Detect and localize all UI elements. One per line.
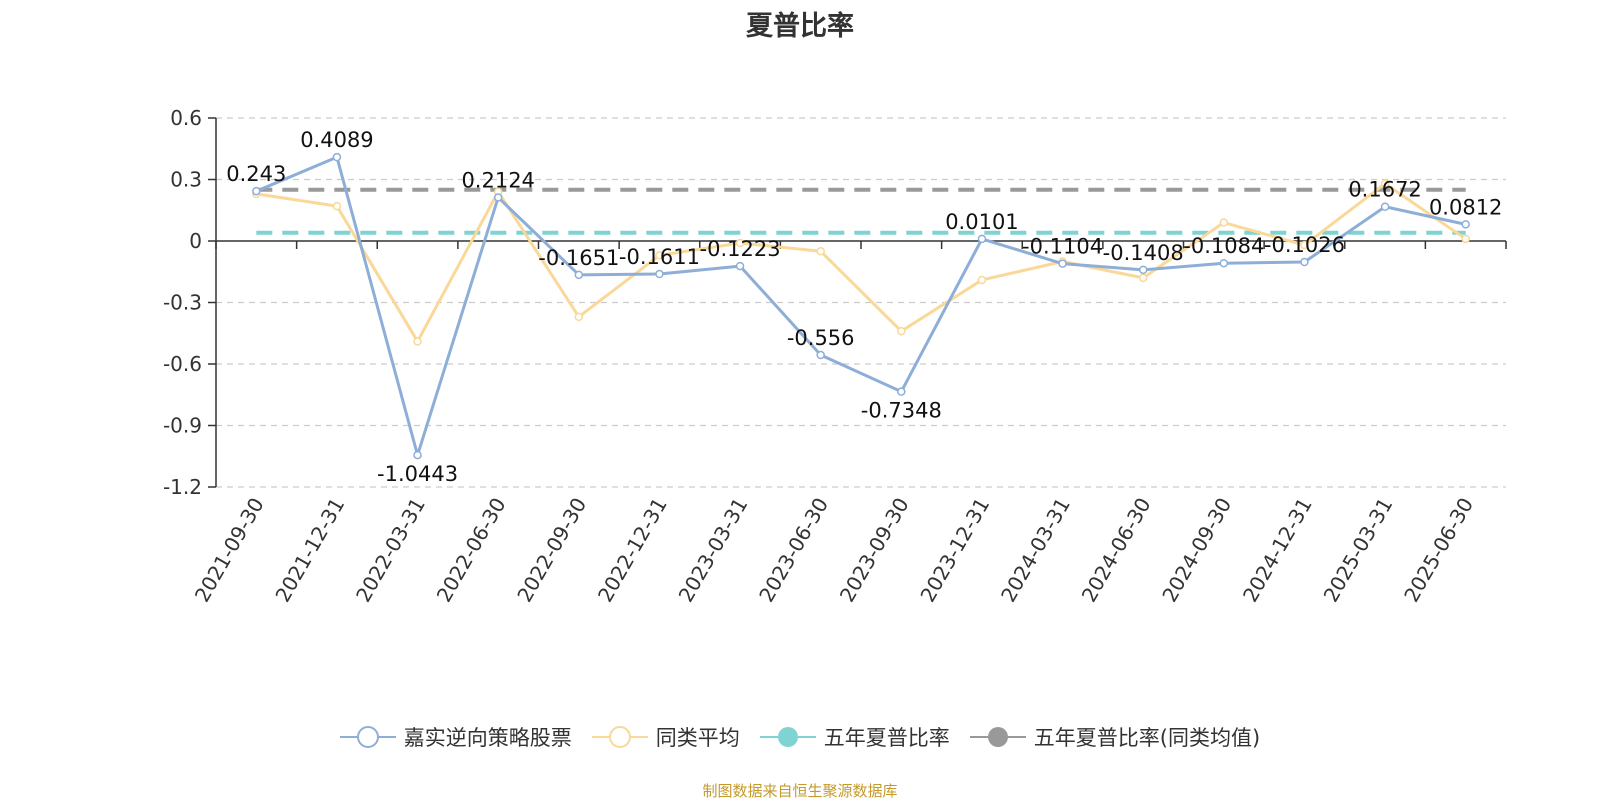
x-tick-label-1: 2021-12-31 xyxy=(270,494,349,607)
x-tick-label-6: 2023-03-31 xyxy=(673,494,752,607)
peer-average-point-15 xyxy=(1461,234,1470,244)
y-tick-label-1: 0.3 xyxy=(170,168,202,192)
x-tick-label-9: 2023-12-31 xyxy=(915,494,994,607)
x-tick-label-5: 2022-12-31 xyxy=(593,494,672,607)
fund-point-15 xyxy=(1461,220,1470,229)
x-tick-label-12: 2024-09-30 xyxy=(1157,494,1236,607)
peer-average-point-5 xyxy=(655,251,664,260)
x-tick-label-0: 2021-09-30 xyxy=(190,494,269,607)
x-tick-label-15: 2025-06-30 xyxy=(1399,494,1478,607)
x-tick-label-10: 2024-03-31 xyxy=(996,494,1075,607)
fund-point-13 xyxy=(1300,257,1309,267)
peer-average-point-8 xyxy=(897,326,906,336)
series-lines xyxy=(252,152,1470,460)
y-tick-label-0: 0.6 xyxy=(170,106,202,130)
peer-average-point-14 xyxy=(1380,179,1390,188)
data-label-10: -0.1104 xyxy=(1022,235,1103,259)
data-label-0: 0.243 xyxy=(226,162,286,186)
legend-item-five-year-sharpe-peer[interactable]: 五年夏普比率(同类均值) xyxy=(969,722,1261,752)
data-label-15: 0.0812 xyxy=(1429,195,1502,219)
fund-point-14 xyxy=(1380,202,1390,211)
x-tick-label-2: 2022-03-31 xyxy=(351,494,430,607)
data-label-8: -0.7348 xyxy=(861,399,942,423)
peer-average-point-4 xyxy=(574,312,584,322)
peer-average-line xyxy=(256,182,1467,343)
legend-label-fund: 嘉实逆向策略股票 xyxy=(403,726,572,750)
reference-lines xyxy=(256,187,1466,235)
x-tick-label-11: 2024-06-30 xyxy=(1077,494,1156,607)
legend-label-five-year-sharpe: 五年夏普比率 xyxy=(823,726,950,750)
y-tick-label-6: -1.2 xyxy=(163,475,202,499)
fund-point-1 xyxy=(332,152,342,162)
fund-point-6 xyxy=(735,261,745,271)
peer-average-point-13 xyxy=(1300,240,1309,250)
peer-average-point-11 xyxy=(1138,273,1148,283)
fund-point-12 xyxy=(1219,258,1229,268)
legend-marker-peer-average xyxy=(591,726,648,748)
peer-average-point-12 xyxy=(1219,218,1229,227)
source-note: 制图数据来自恒生聚源数据库 xyxy=(702,782,898,800)
fund-point-4 xyxy=(574,270,584,280)
x-tick-label-14: 2025-03-31 xyxy=(1318,494,1397,607)
data-label-4: -0.1651 xyxy=(538,246,619,270)
data-label-12: -0.1084 xyxy=(1183,234,1264,258)
data-label-11: -0.1408 xyxy=(1103,241,1184,265)
data-label-9: 0.0101 xyxy=(945,210,1018,234)
legend-item-five-year-sharpe[interactable]: 五年夏普比率 xyxy=(759,722,950,752)
fund-point-5 xyxy=(655,269,664,279)
fund-point-2 xyxy=(413,450,422,460)
peer-average-point-1 xyxy=(332,201,342,211)
y-tick-label-3: -0.3 xyxy=(163,291,202,315)
legend-item-peer-average[interactable]: 同类平均 xyxy=(591,722,740,752)
legend-item-fund[interactable]: 嘉实逆向策略股票 xyxy=(339,722,572,752)
fund-line xyxy=(255,155,1467,457)
data-label-14: 0.1672 xyxy=(1348,178,1421,202)
fund-point-3 xyxy=(493,193,503,202)
x-tick-label-4: 2022-09-30 xyxy=(512,494,591,607)
legend-marker-five-year-sharpe xyxy=(759,727,816,747)
fund-point-0 xyxy=(252,186,261,196)
peer-average-point-2 xyxy=(413,337,422,346)
data-label-1: 0.4089 xyxy=(300,128,373,152)
fund-point-9 xyxy=(977,234,987,244)
data-label-5: -0.1611 xyxy=(619,245,700,269)
data-label-13: -0.1026 xyxy=(1264,233,1345,257)
legend-label-five-year-sharpe-peer: 五年夏普比率(同类均值) xyxy=(1033,726,1261,750)
legend-marker-five-year-sharpe-peer xyxy=(969,727,1026,747)
fund-point-10 xyxy=(1058,259,1067,268)
legend: 嘉实逆向策略股票 同类平均 五年夏普比率 五年夏普比率(同类均值) xyxy=(0,722,1600,752)
fund-point-7 xyxy=(816,350,825,360)
data-label-6: -0.1223 xyxy=(700,237,781,261)
y-tick-label-4: -0.6 xyxy=(163,352,202,376)
peer-average-point-7 xyxy=(816,247,825,256)
peer-average-point-6 xyxy=(735,238,745,248)
grid-layer xyxy=(216,117,1506,488)
fund-point-11 xyxy=(1138,265,1148,275)
fund-point-8 xyxy=(897,387,906,396)
x-tick-label-3: 2022-06-30 xyxy=(432,494,511,607)
data-label-2: -1.0443 xyxy=(377,462,458,486)
x-tick-label-13: 2024-12-31 xyxy=(1238,494,1317,607)
x-tick-label-8: 2023-09-30 xyxy=(835,494,914,607)
chart-title: 夏普比率 xyxy=(746,11,854,42)
data-label-3: 0.2124 xyxy=(461,168,534,192)
peer-average-point-9 xyxy=(977,275,987,285)
legend-label-peer-average: 同类平均 xyxy=(655,726,740,750)
data-label-7: -0.556 xyxy=(787,326,855,350)
x-tick-label-7: 2023-06-30 xyxy=(754,494,833,607)
y-tick-label-5: -0.9 xyxy=(163,414,202,438)
legend-marker-fund xyxy=(339,726,396,748)
y-tick-label-2: 0 xyxy=(189,229,202,253)
